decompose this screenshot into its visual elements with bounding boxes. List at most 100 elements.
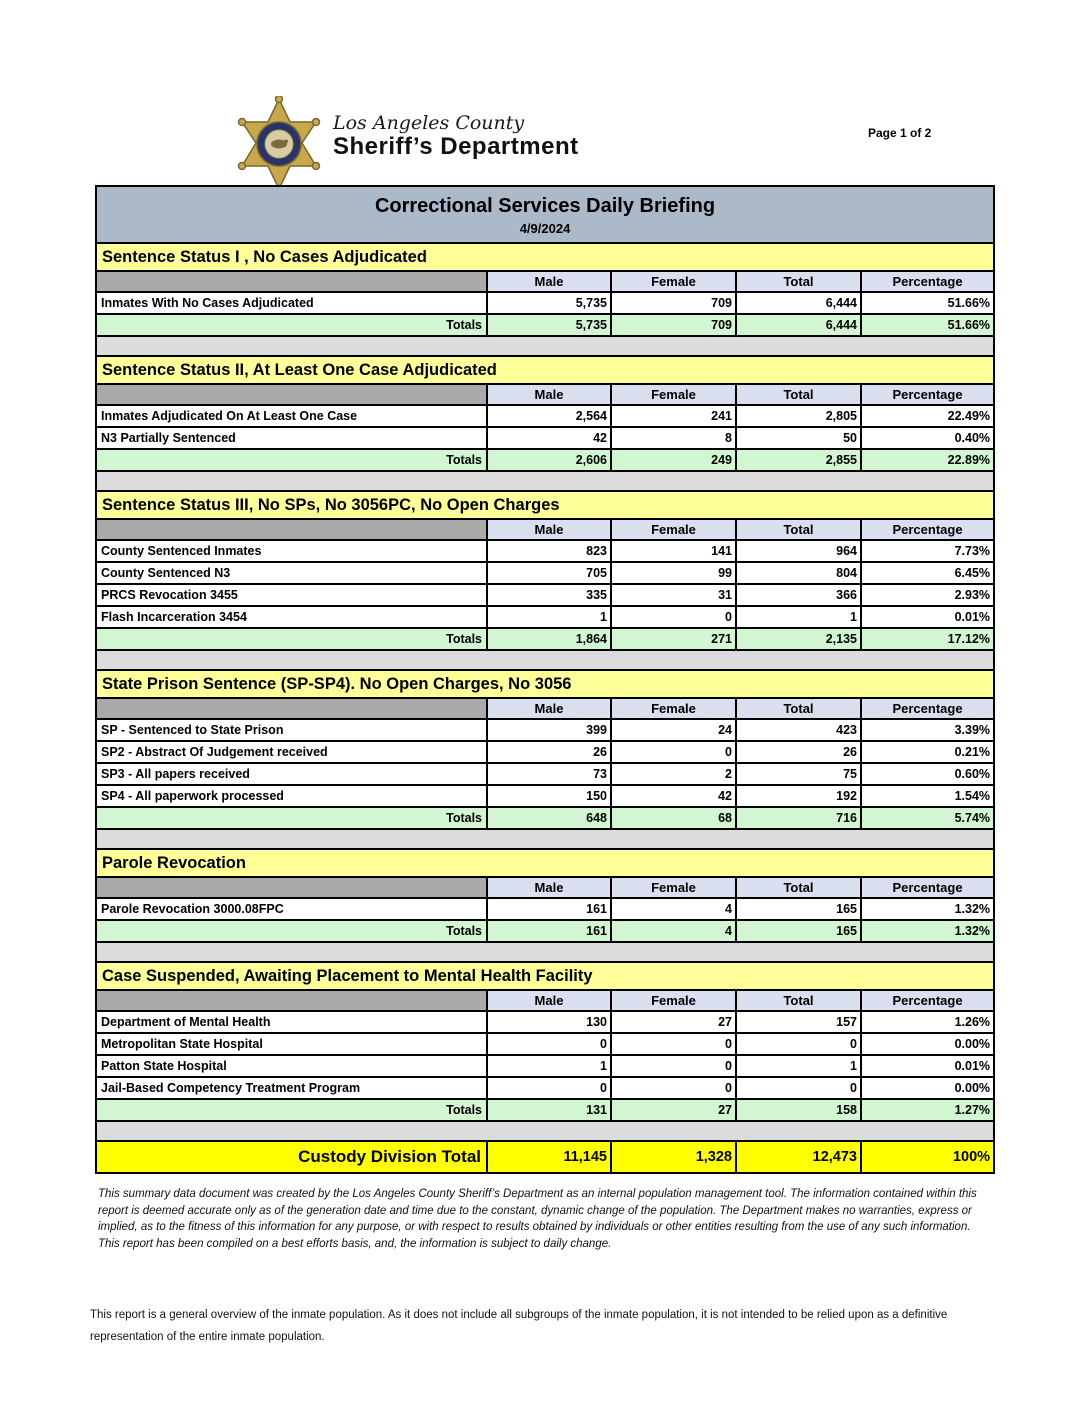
row-value: 0 bbox=[610, 605, 737, 629]
row-value: 7.73% bbox=[859, 539, 996, 563]
column-header: Total bbox=[735, 270, 862, 293]
totals-value: 716 bbox=[735, 806, 862, 830]
row-value: 0.01% bbox=[859, 1054, 996, 1078]
column-header-row: Male Female Total Percentage bbox=[95, 518, 996, 541]
section-title: Sentence Status I , No Cases Adjudicated bbox=[94, 242, 996, 272]
totals-value: 1.32% bbox=[859, 919, 996, 943]
report-title-row: Correctional Services Daily Briefing 4/9… bbox=[94, 185, 996, 244]
totals-value: 5.74% bbox=[859, 806, 996, 830]
row-value: 42 bbox=[486, 426, 612, 450]
row-value: 161 bbox=[486, 897, 612, 921]
row-value: 1.54% bbox=[859, 784, 996, 808]
data-row: County Sentenced Inmates 823 141 964 7.73% bbox=[95, 539, 996, 563]
row-value: 6,444 bbox=[735, 291, 862, 315]
totals-value: 4 bbox=[610, 919, 737, 943]
totals-row: Totals 648 68 716 5.74% bbox=[95, 806, 996, 830]
row-label: SP - Sentenced to State Prison bbox=[95, 718, 488, 742]
totals-label: Totals bbox=[95, 919, 488, 943]
data-row: Metropolitan State Hospital 0 0 0 0.00% bbox=[95, 1032, 996, 1056]
row-value: 0.21% bbox=[859, 740, 996, 764]
report-date: 4/9/2024 bbox=[519, 221, 571, 236]
column-header: Percentage bbox=[859, 518, 996, 541]
section-title-row: Parole Revocation bbox=[94, 848, 996, 878]
row-value: 1.32% bbox=[859, 897, 996, 921]
column-header-row: Male Female Total Percentage bbox=[95, 876, 996, 899]
row-value: 0 bbox=[610, 740, 737, 764]
row-value: 2 bbox=[610, 762, 737, 786]
row-value: 99 bbox=[610, 561, 737, 585]
row-value: 399 bbox=[486, 718, 612, 742]
row-value: 0.01% bbox=[859, 605, 996, 629]
column-header: Percentage bbox=[859, 697, 996, 720]
page-number: Page 1 of 2 bbox=[868, 126, 932, 140]
disclaimer-text: This summary data document was created b… bbox=[98, 1188, 977, 1251]
row-value: 0.40% bbox=[859, 426, 996, 450]
totals-value: 648 bbox=[486, 806, 612, 830]
column-header: Female bbox=[610, 876, 737, 899]
row-value: 51.66% bbox=[859, 291, 996, 315]
column-header-row: Male Female Total Percentage bbox=[95, 270, 996, 293]
column-header: Total bbox=[735, 989, 862, 1012]
grand-total-value: 12,473 bbox=[735, 1140, 862, 1174]
row-value: 241 bbox=[610, 404, 737, 428]
totals-row: Totals 161 4 165 1.32% bbox=[95, 919, 996, 943]
letterhead-department: Sheriff’s Department bbox=[333, 132, 579, 160]
row-value: 26 bbox=[735, 740, 862, 764]
row-value: 823 bbox=[486, 539, 612, 563]
row-value: 73 bbox=[486, 762, 612, 786]
totals-value: 271 bbox=[610, 627, 737, 651]
sheriff-star-icon bbox=[237, 94, 321, 194]
row-label: Patton State Hospital bbox=[95, 1054, 488, 1078]
totals-label: Totals bbox=[95, 806, 488, 830]
row-value: 6.45% bbox=[859, 561, 996, 585]
letterhead: ® Los Angeles County Sheriff’s Departmen… bbox=[233, 94, 579, 196]
column-header-row: Male Female Total Percentage bbox=[95, 697, 996, 720]
row-label: Parole Revocation 3000.08FPC bbox=[95, 897, 488, 921]
row-value: 335 bbox=[486, 583, 612, 607]
row-value: 0 bbox=[486, 1076, 612, 1100]
grand-total-value: 100% bbox=[859, 1140, 996, 1174]
column-header: Male bbox=[486, 383, 612, 406]
row-value: 0.00% bbox=[859, 1032, 996, 1056]
column-header: Total bbox=[735, 697, 862, 720]
column-header: Male bbox=[486, 989, 612, 1012]
column-header: Male bbox=[486, 876, 612, 899]
data-row: PRCS Revocation 3455 335 31 366 2.93% bbox=[95, 583, 996, 607]
section-title: Sentence Status III, No SPs, No 3056PC, … bbox=[94, 490, 996, 520]
row-label: Metropolitan State Hospital bbox=[95, 1032, 488, 1056]
row-value: 5,735 bbox=[486, 291, 612, 315]
data-row: Patton State Hospital 1 0 1 0.01% bbox=[95, 1054, 996, 1078]
row-value: 705 bbox=[486, 561, 612, 585]
data-row: Flash Incarceration 3454 1 0 1 0.01% bbox=[95, 605, 996, 629]
row-value: 1 bbox=[735, 1054, 862, 1078]
totals-row: Totals 131 27 158 1.27% bbox=[95, 1098, 996, 1122]
column-header-row: Male Female Total Percentage bbox=[95, 383, 996, 406]
row-value: 709 bbox=[610, 291, 737, 315]
row-value: 0 bbox=[610, 1032, 737, 1056]
row-value: 0 bbox=[610, 1076, 737, 1100]
grand-total-label: Custody Division Total bbox=[95, 1140, 488, 1174]
spacer-row bbox=[94, 941, 996, 963]
totals-row: Totals 5,735 709 6,444 51.66% bbox=[95, 313, 996, 337]
row-label: Department of Mental Health bbox=[95, 1010, 488, 1034]
row-value: 8 bbox=[610, 426, 737, 450]
data-row: N3 Partially Sentenced 42 8 50 0.40% bbox=[95, 426, 996, 450]
column-header-row: Male Female Total Percentage bbox=[95, 989, 996, 1012]
data-row: SP2 - Abstract Of Judgement received 26 0 2… bbox=[95, 740, 996, 764]
totals-label: Totals bbox=[95, 627, 488, 651]
row-label: SP3 - All papers received bbox=[95, 762, 488, 786]
totals-value: 68 bbox=[610, 806, 737, 830]
row-value: 192 bbox=[735, 784, 862, 808]
row-label: Inmates Adjudicated On At Least One Case bbox=[95, 404, 488, 428]
column-header: Percentage bbox=[859, 270, 996, 293]
data-row: Jail-Based Competency Treatment Program 0… bbox=[95, 1076, 996, 1100]
row-value: 157 bbox=[735, 1010, 862, 1034]
spacer-cell bbox=[94, 470, 996, 492]
section-title-row: Sentence Status III, No SPs, No 3056PC, … bbox=[94, 490, 996, 520]
corner-cell bbox=[95, 876, 488, 899]
totals-value: 131 bbox=[486, 1098, 612, 1122]
data-row: County Sentenced N3 705 99 804 6.45% bbox=[95, 561, 996, 585]
column-header: Female bbox=[610, 270, 737, 293]
data-row: Inmates With No Cases Adjudicated 5,735 70… bbox=[95, 291, 996, 315]
corner-cell bbox=[95, 518, 488, 541]
